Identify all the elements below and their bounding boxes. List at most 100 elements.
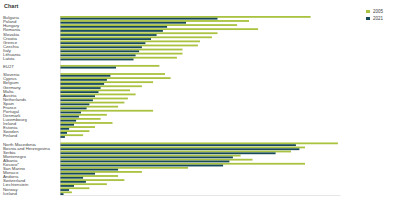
bar	[60, 99, 93, 101]
bar	[60, 89, 130, 91]
tick: Iceland	[3, 191, 17, 196]
bar	[60, 114, 107, 116]
bar	[60, 103, 89, 105]
tick-label: Finland	[3, 133, 18, 138]
chart: Chart BulgariaPolandHungaryRomaniaSlovaki…	[0, 0, 400, 198]
x-axis	[61, 195, 341, 196]
bar	[60, 102, 124, 104]
bar	[60, 16, 311, 18]
bar	[60, 106, 118, 108]
bar	[60, 20, 249, 22]
bar	[60, 81, 153, 83]
bar	[60, 163, 305, 165]
tick-label: EU27	[3, 64, 14, 69]
bar	[60, 24, 237, 26]
bar	[60, 65, 159, 67]
bar	[60, 156, 233, 158]
bar	[60, 152, 276, 154]
legend-item: 2021	[366, 16, 384, 21]
bar	[60, 130, 89, 132]
tick: Finland	[3, 133, 18, 138]
bar	[60, 45, 198, 47]
bar	[60, 161, 229, 163]
bar	[60, 173, 95, 175]
legend: 2005 2021	[366, 9, 384, 21]
bar	[60, 120, 76, 122]
bar	[60, 142, 338, 144]
bar	[60, 59, 134, 61]
axis-line	[60, 17, 61, 196]
tick-label: Latvia	[3, 56, 15, 61]
bar	[60, 38, 151, 40]
legend-swatch	[366, 17, 370, 20]
bar	[60, 110, 153, 112]
bar	[60, 108, 87, 110]
bar	[60, 177, 83, 179]
tick-label: Iceland	[3, 191, 17, 196]
bar	[60, 118, 101, 120]
bar	[60, 187, 89, 189]
bar	[60, 95, 95, 97]
bar	[60, 26, 167, 28]
bar	[60, 18, 218, 20]
bar	[60, 171, 142, 173]
bar	[60, 144, 296, 146]
legend-label: 2005	[373, 9, 384, 14]
bar	[60, 32, 218, 34]
bar	[60, 151, 291, 153]
bars	[60, 16, 338, 195]
bar	[60, 49, 183, 51]
bar	[60, 50, 139, 52]
bar	[60, 98, 128, 100]
bar	[60, 85, 142, 87]
title: Chart	[4, 3, 19, 9]
bar	[60, 36, 212, 38]
bar	[60, 42, 145, 44]
bar	[60, 55, 136, 57]
bar	[60, 53, 183, 55]
bar	[60, 73, 165, 75]
bar	[60, 94, 136, 96]
bar	[60, 179, 124, 181]
bar	[60, 128, 69, 130]
bar	[60, 77, 171, 79]
bar	[60, 112, 81, 114]
y-axis: BulgariaPolandHungaryRomaniaSlovakiaCroa…	[3, 15, 61, 195]
bar	[60, 116, 79, 118]
bar	[60, 57, 177, 59]
bar	[60, 83, 104, 85]
bar	[60, 159, 253, 161]
bar	[60, 183, 107, 185]
legend-item: 2005	[366, 9, 384, 14]
bar	[60, 67, 116, 69]
tick: Latvia	[3, 56, 15, 61]
bar	[60, 175, 118, 177]
bar	[60, 79, 107, 81]
bar	[60, 132, 67, 134]
bar	[60, 169, 118, 171]
bar	[60, 185, 74, 187]
bar	[60, 189, 69, 191]
bar	[60, 91, 99, 93]
bar	[60, 124, 74, 126]
bar	[60, 122, 113, 124]
bar	[60, 167, 188, 169]
bar	[60, 30, 163, 32]
bar	[60, 134, 83, 136]
bar	[60, 181, 86, 183]
legend-swatch	[366, 10, 370, 13]
axis-line	[61, 195, 341, 196]
bar	[60, 148, 299, 150]
bar	[60, 40, 200, 42]
bar	[60, 191, 72, 193]
bar	[60, 46, 142, 48]
bar	[60, 75, 110, 77]
bar	[60, 147, 305, 149]
bar	[60, 155, 241, 157]
bar	[60, 165, 223, 167]
bar	[60, 87, 101, 89]
bar	[60, 126, 95, 128]
bar	[60, 22, 186, 24]
bar	[60, 34, 157, 36]
bar	[60, 28, 258, 30]
